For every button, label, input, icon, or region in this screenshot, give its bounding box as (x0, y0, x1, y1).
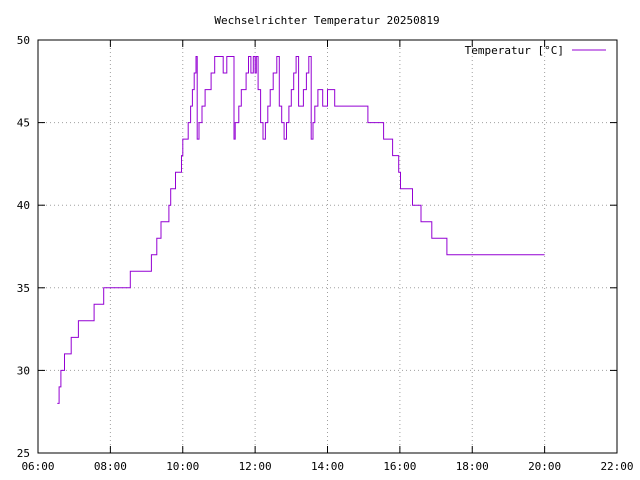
x-tick-label: 20:00 (528, 460, 561, 473)
x-tick-label: 16:00 (383, 460, 416, 473)
legend-label: Temperatur [°C] (465, 44, 564, 57)
x-tick-label: 10:00 (166, 460, 199, 473)
legend: Temperatur [°C] (465, 44, 606, 57)
y-tick-label: 30 (17, 364, 30, 377)
y-tick-label: 35 (17, 282, 30, 295)
chart-title: Wechselrichter Temperatur 20250819 (214, 14, 439, 27)
plot-area-border (37, 39, 618, 454)
temperature-series-line (57, 56, 545, 404)
x-tick-label: 08:00 (94, 460, 127, 473)
x-tick-label: 06:00 (21, 460, 54, 473)
grid-lines (38, 40, 617, 453)
y-axis-ticks: 25 30 35 40 45 50 (17, 34, 617, 460)
x-axis-ticks: 06:00 08:00 10:00 12:00 14:00 16:00 18:00 20:00… (21, 40, 634, 473)
y-tick-label: 25 (17, 447, 30, 460)
y-tick-label: 45 (17, 117, 30, 130)
x-tick-label: 12:00 (239, 460, 272, 473)
y-tick-label: 40 (17, 199, 30, 212)
x-tick-label: 14:00 (311, 460, 344, 473)
x-tick-label: 18:00 (456, 460, 489, 473)
x-tick-label: 22:00 (600, 460, 633, 473)
y-tick-label: 50 (17, 34, 30, 47)
